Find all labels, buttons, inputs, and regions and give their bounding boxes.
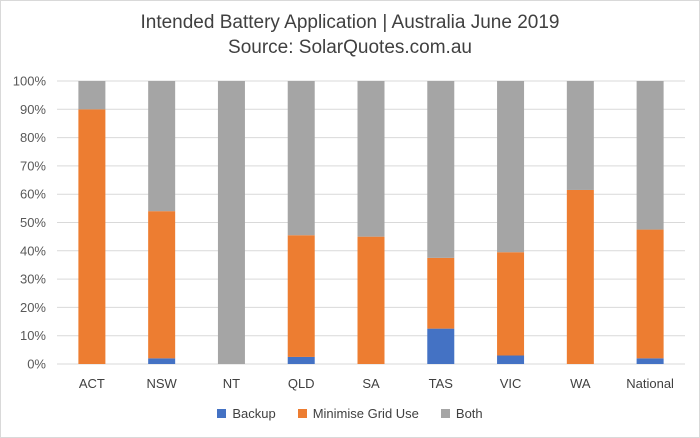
bar-backup	[497, 355, 525, 364]
bar-backup	[427, 328, 455, 364]
x-tick-label: National	[626, 376, 674, 391]
x-tick-label: VIC	[500, 376, 522, 391]
x-tick-label: SA	[362, 376, 380, 391]
bar-both	[497, 81, 525, 253]
y-tick-label: 70%	[20, 158, 46, 173]
bar-both	[427, 81, 455, 258]
bar-backup	[287, 356, 315, 364]
x-tick-label: NT	[223, 376, 240, 391]
legend-item-both: Both	[440, 406, 483, 421]
y-tick-label: 50%	[20, 215, 46, 230]
bar-minimise-grid-use	[148, 211, 176, 359]
bar-minimise-grid-use	[78, 109, 106, 364]
legend-item-minimise-grid-use: Minimise Grid Use	[297, 406, 419, 421]
legend-swatch-minimise-grid-use	[297, 409, 307, 418]
bar-minimise-grid-use	[287, 235, 315, 357]
legend-item-backup: Backup	[217, 406, 276, 421]
bar-minimise-grid-use	[566, 189, 594, 364]
chart-legend: Backup Minimise Grid Use Both	[0, 406, 700, 421]
legend-swatch-backup	[217, 409, 227, 418]
bar-backup	[148, 358, 176, 364]
legend-label-backup: Backup	[232, 406, 276, 421]
bar-both	[217, 81, 245, 364]
y-tick-label: 0%	[27, 357, 46, 372]
bar-both	[148, 81, 176, 212]
chart-subtitle: Source: SolarQuotes.com.au	[228, 37, 472, 58]
y-tick-label: 10%	[20, 328, 46, 343]
y-tick-label: 90%	[20, 102, 46, 117]
legend-swatch-both	[440, 409, 450, 418]
bar-minimise-grid-use	[357, 236, 385, 364]
y-tick-label: 20%	[20, 300, 46, 315]
legend-label-both: Both	[455, 406, 483, 421]
x-tick-label: WA	[570, 376, 591, 391]
bar-both	[287, 81, 315, 236]
bar-both	[357, 81, 385, 237]
y-tick-label: 80%	[20, 130, 46, 145]
x-tick-label: TAS	[429, 376, 454, 391]
chart-title: Intended Battery Application | Australia…	[140, 12, 560, 33]
bar-backup	[636, 358, 664, 364]
bar-both	[636, 81, 664, 230]
bar-minimise-grid-use	[427, 257, 455, 329]
y-tick-label: 40%	[20, 243, 46, 258]
y-tick-label: 100%	[13, 74, 47, 89]
bar-minimise-grid-use	[636, 229, 664, 359]
bar-minimise-grid-use	[497, 252, 525, 356]
bar-both	[78, 81, 106, 110]
x-tick-label: QLD	[288, 376, 315, 391]
y-tick-label: 30%	[20, 272, 46, 287]
x-tick-label: ACT	[79, 376, 105, 391]
legend-label-minimise-grid-use: Minimise Grid Use	[312, 406, 419, 421]
bar-both	[566, 81, 594, 190]
x-tick-label: NSW	[146, 376, 177, 391]
y-tick-label: 60%	[20, 187, 46, 202]
